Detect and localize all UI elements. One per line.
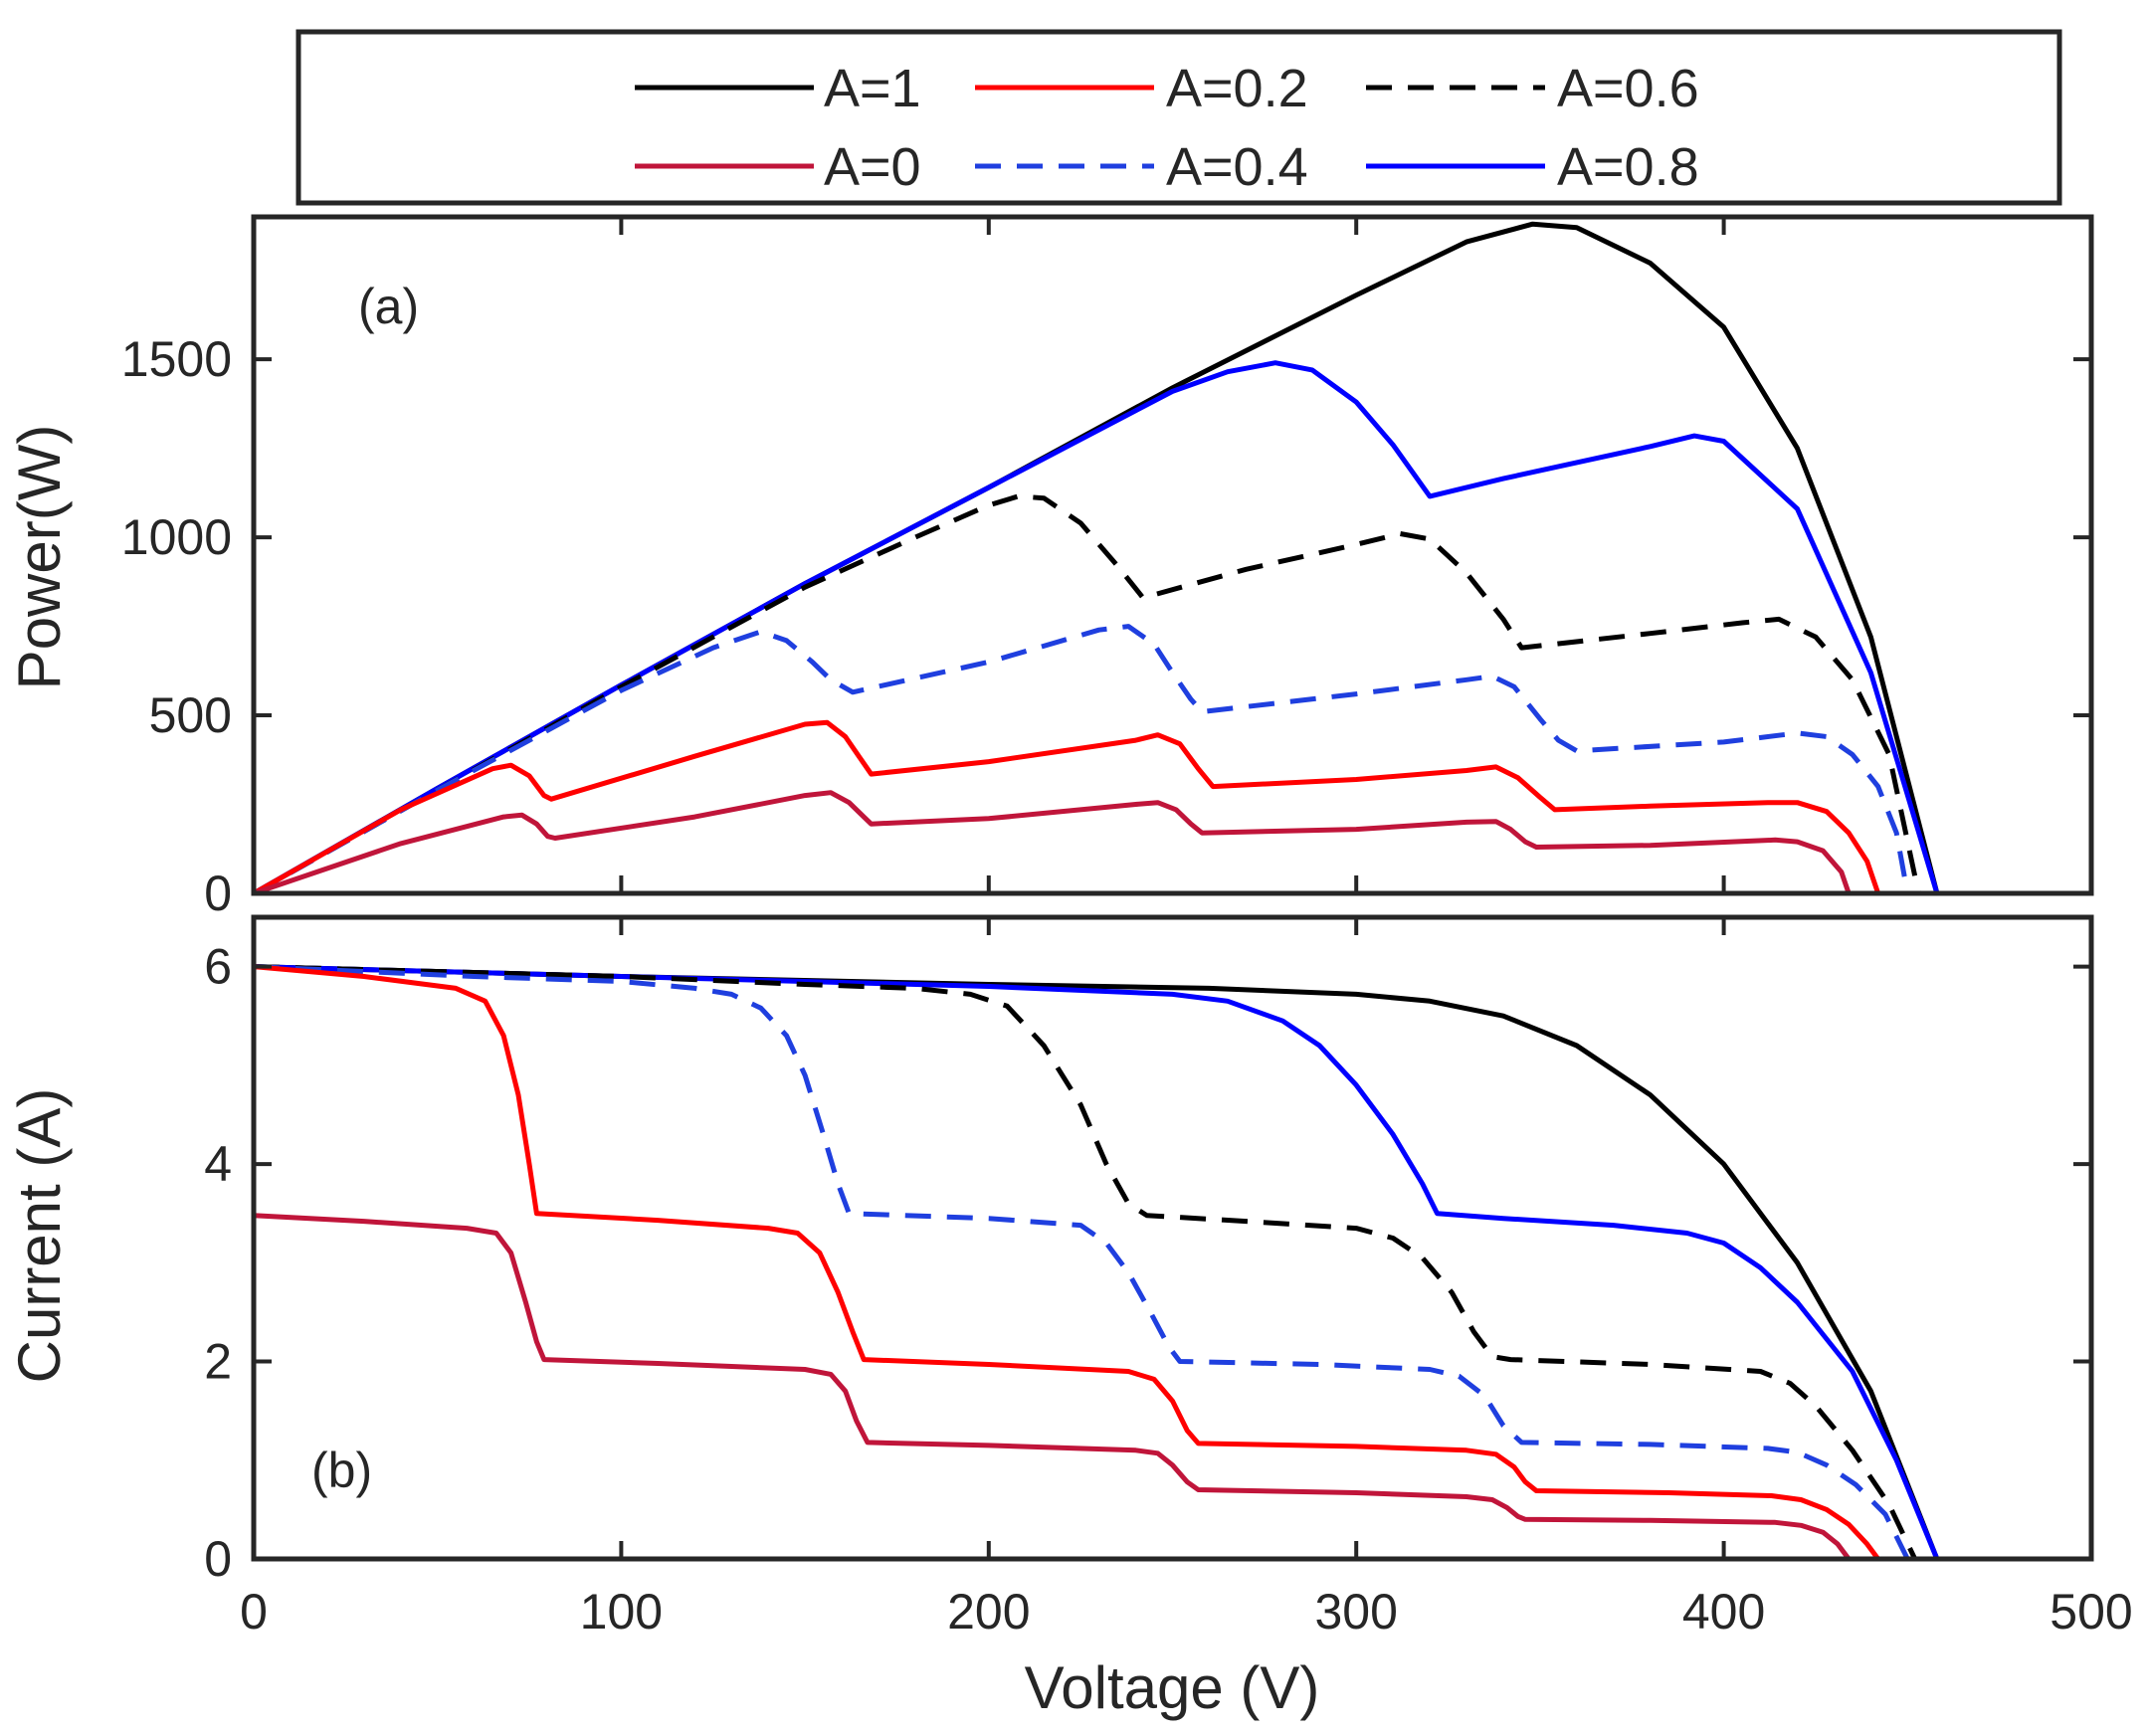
- current-series: [253, 964, 1940, 1561]
- legend-items: A=1 A=0.2 A=0.6 A=0 A=0.4 A=0.8: [635, 59, 1699, 197]
- current-series-a-0: [253, 1213, 1852, 1561]
- power-y-axis-title: Power(W): [6, 425, 73, 690]
- power-ticks: 0 500 1000 1500: [121, 217, 2093, 921]
- current-xtick-label: 400: [1682, 1584, 1765, 1640]
- power-series-a-0-2: [252, 719, 1881, 896]
- power-ytick-label: 500: [149, 687, 232, 743]
- legend-label-a-1: A=1: [824, 59, 921, 118]
- power-series: [252, 221, 1940, 896]
- current-xtick-label: 0: [240, 1584, 268, 1640]
- current-xtick-label: 500: [2050, 1584, 2132, 1640]
- legend-label-a-0-8: A=0.8: [1557, 137, 1699, 197]
- power-ytick-label: 1500: [121, 331, 232, 387]
- current-ytick-label: 0: [204, 1531, 232, 1587]
- legend-label-a-0: A=0: [824, 137, 921, 197]
- current-xtick-label: 200: [947, 1584, 1030, 1640]
- current-series-a-0-8: [253, 964, 1940, 1560]
- legend: A=1 A=0.2 A=0.6 A=0 A=0.4 A=0.8: [295, 29, 2062, 206]
- current-y-axis-title: Current (A): [6, 1088, 73, 1384]
- current-ticks: 0 2 4 6 0 100 200 300 400 500: [204, 917, 2133, 1640]
- power-panel-label: (a): [358, 279, 419, 334]
- current-series-a-0-4: [253, 964, 1910, 1561]
- legend-label-a-0-6: A=0.6: [1557, 59, 1699, 118]
- current-panel: 0 2 4 6 0 100 200 300 400 500 (b) Current (A) Vol…: [6, 914, 2133, 1721]
- power-plot-area: [254, 217, 2091, 893]
- current-ytick-label: 6: [204, 939, 232, 995]
- x-axis-title: Voltage (V): [1025, 1654, 1320, 1721]
- legend-frame: [295, 29, 2062, 206]
- current-ytick-label: 2: [204, 1334, 232, 1390]
- current-series-a-0-2: [253, 964, 1880, 1561]
- power-ytick-label: 1000: [121, 509, 232, 565]
- current-xtick-label: 300: [1314, 1584, 1397, 1640]
- current-xtick-label: 100: [580, 1584, 663, 1640]
- power-series-a-0-4: [252, 624, 1910, 896]
- power-axes-frame: [251, 214, 2094, 896]
- legend-label-a-0-4: A=0.4: [1166, 137, 1308, 197]
- current-axes-frame: [251, 914, 2094, 1562]
- current-panel-label: (b): [311, 1443, 372, 1498]
- power-series-a-0: [253, 790, 1852, 896]
- legend-label-a-0-2: A=0.2: [1166, 59, 1308, 118]
- current-series-a-0-6: [253, 964, 1917, 1561]
- power-ytick-label: 0: [204, 866, 232, 921]
- power-panel: 0 500 1000 1500 (a) Power(W): [6, 214, 2094, 921]
- current-ytick-label: 4: [204, 1136, 232, 1192]
- power-series-a-0-8: [252, 360, 1940, 896]
- power-series-a-0-6: [252, 493, 1921, 896]
